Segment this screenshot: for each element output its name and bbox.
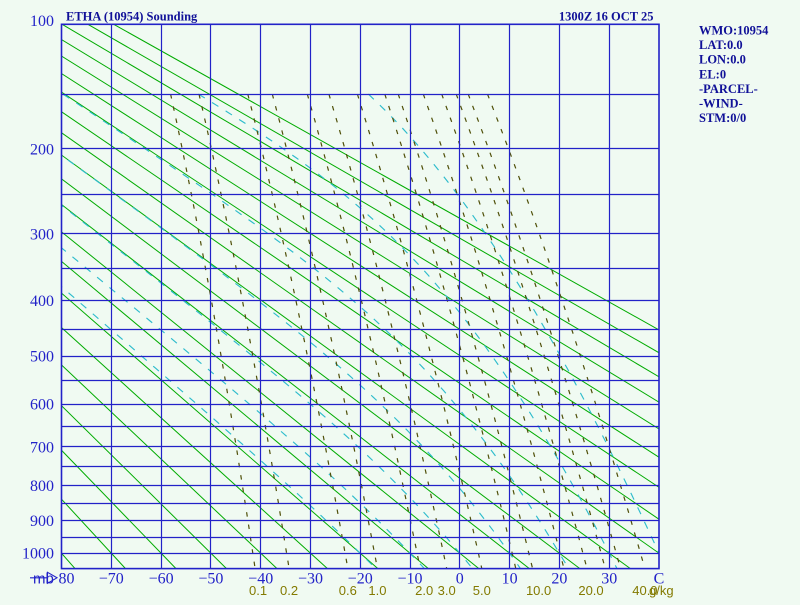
svg-text:10: 10 [502, 571, 518, 588]
svg-text:−30: −30 [298, 571, 323, 588]
svg-text:400: 400 [30, 293, 54, 310]
svg-text:200: 200 [30, 141, 54, 158]
svg-text:0: 0 [456, 571, 464, 588]
svg-text:STM:0/0: STM:0/0 [699, 111, 746, 125]
svg-text:−40: −40 [248, 571, 273, 588]
svg-text:0.1: 0.1 [249, 583, 267, 598]
svg-text:20: 20 [551, 571, 567, 588]
svg-text:LAT:0.0: LAT:0.0 [699, 38, 743, 52]
svg-text:−50: −50 [198, 571, 223, 588]
svg-text:0.2: 0.2 [280, 583, 298, 598]
svg-text:-WIND-: -WIND- [699, 97, 743, 111]
svg-text:10.0: 10.0 [526, 583, 551, 598]
svg-text:ETHA (10954) Sounding: ETHA (10954) Sounding [66, 10, 198, 24]
svg-text:20.0: 20.0 [578, 583, 603, 598]
svg-text:0.6: 0.6 [339, 583, 357, 598]
svg-text:5.0: 5.0 [473, 583, 491, 598]
svg-text:80: 80 [59, 571, 75, 588]
svg-text:700: 700 [30, 439, 54, 456]
svg-text:500: 500 [30, 349, 54, 366]
svg-text:LON:0.0: LON:0.0 [699, 53, 746, 67]
svg-text:900: 900 [30, 513, 54, 530]
svg-text:800: 800 [30, 478, 54, 495]
svg-text:−20: −20 [348, 571, 373, 588]
svg-text:2.0: 2.0 [415, 583, 433, 598]
svg-text:−70: −70 [99, 571, 124, 588]
svg-text:1300Z 16 OCT 25: 1300Z 16 OCT 25 [559, 10, 654, 24]
svg-text:-PARCEL-: -PARCEL- [699, 82, 758, 96]
svg-text:1.0: 1.0 [368, 583, 386, 598]
svg-text:WMO:10954: WMO:10954 [699, 24, 769, 38]
svg-text:mb: mb [33, 571, 54, 588]
svg-text:−10: −10 [397, 571, 422, 588]
svg-text:600: 600 [30, 397, 54, 414]
svg-text:−60: −60 [149, 571, 174, 588]
svg-text:3.0: 3.0 [438, 583, 456, 598]
svg-text:30: 30 [601, 571, 617, 588]
svg-text:100: 100 [30, 13, 54, 30]
svg-text:1000: 1000 [22, 546, 54, 563]
svg-text:40.0: 40.0 [632, 583, 657, 598]
svg-text:g/kg: g/kg [649, 583, 674, 598]
svg-text:300: 300 [30, 226, 54, 243]
svg-text:EL:0: EL:0 [699, 67, 726, 81]
svg-text:C: C [654, 571, 665, 588]
